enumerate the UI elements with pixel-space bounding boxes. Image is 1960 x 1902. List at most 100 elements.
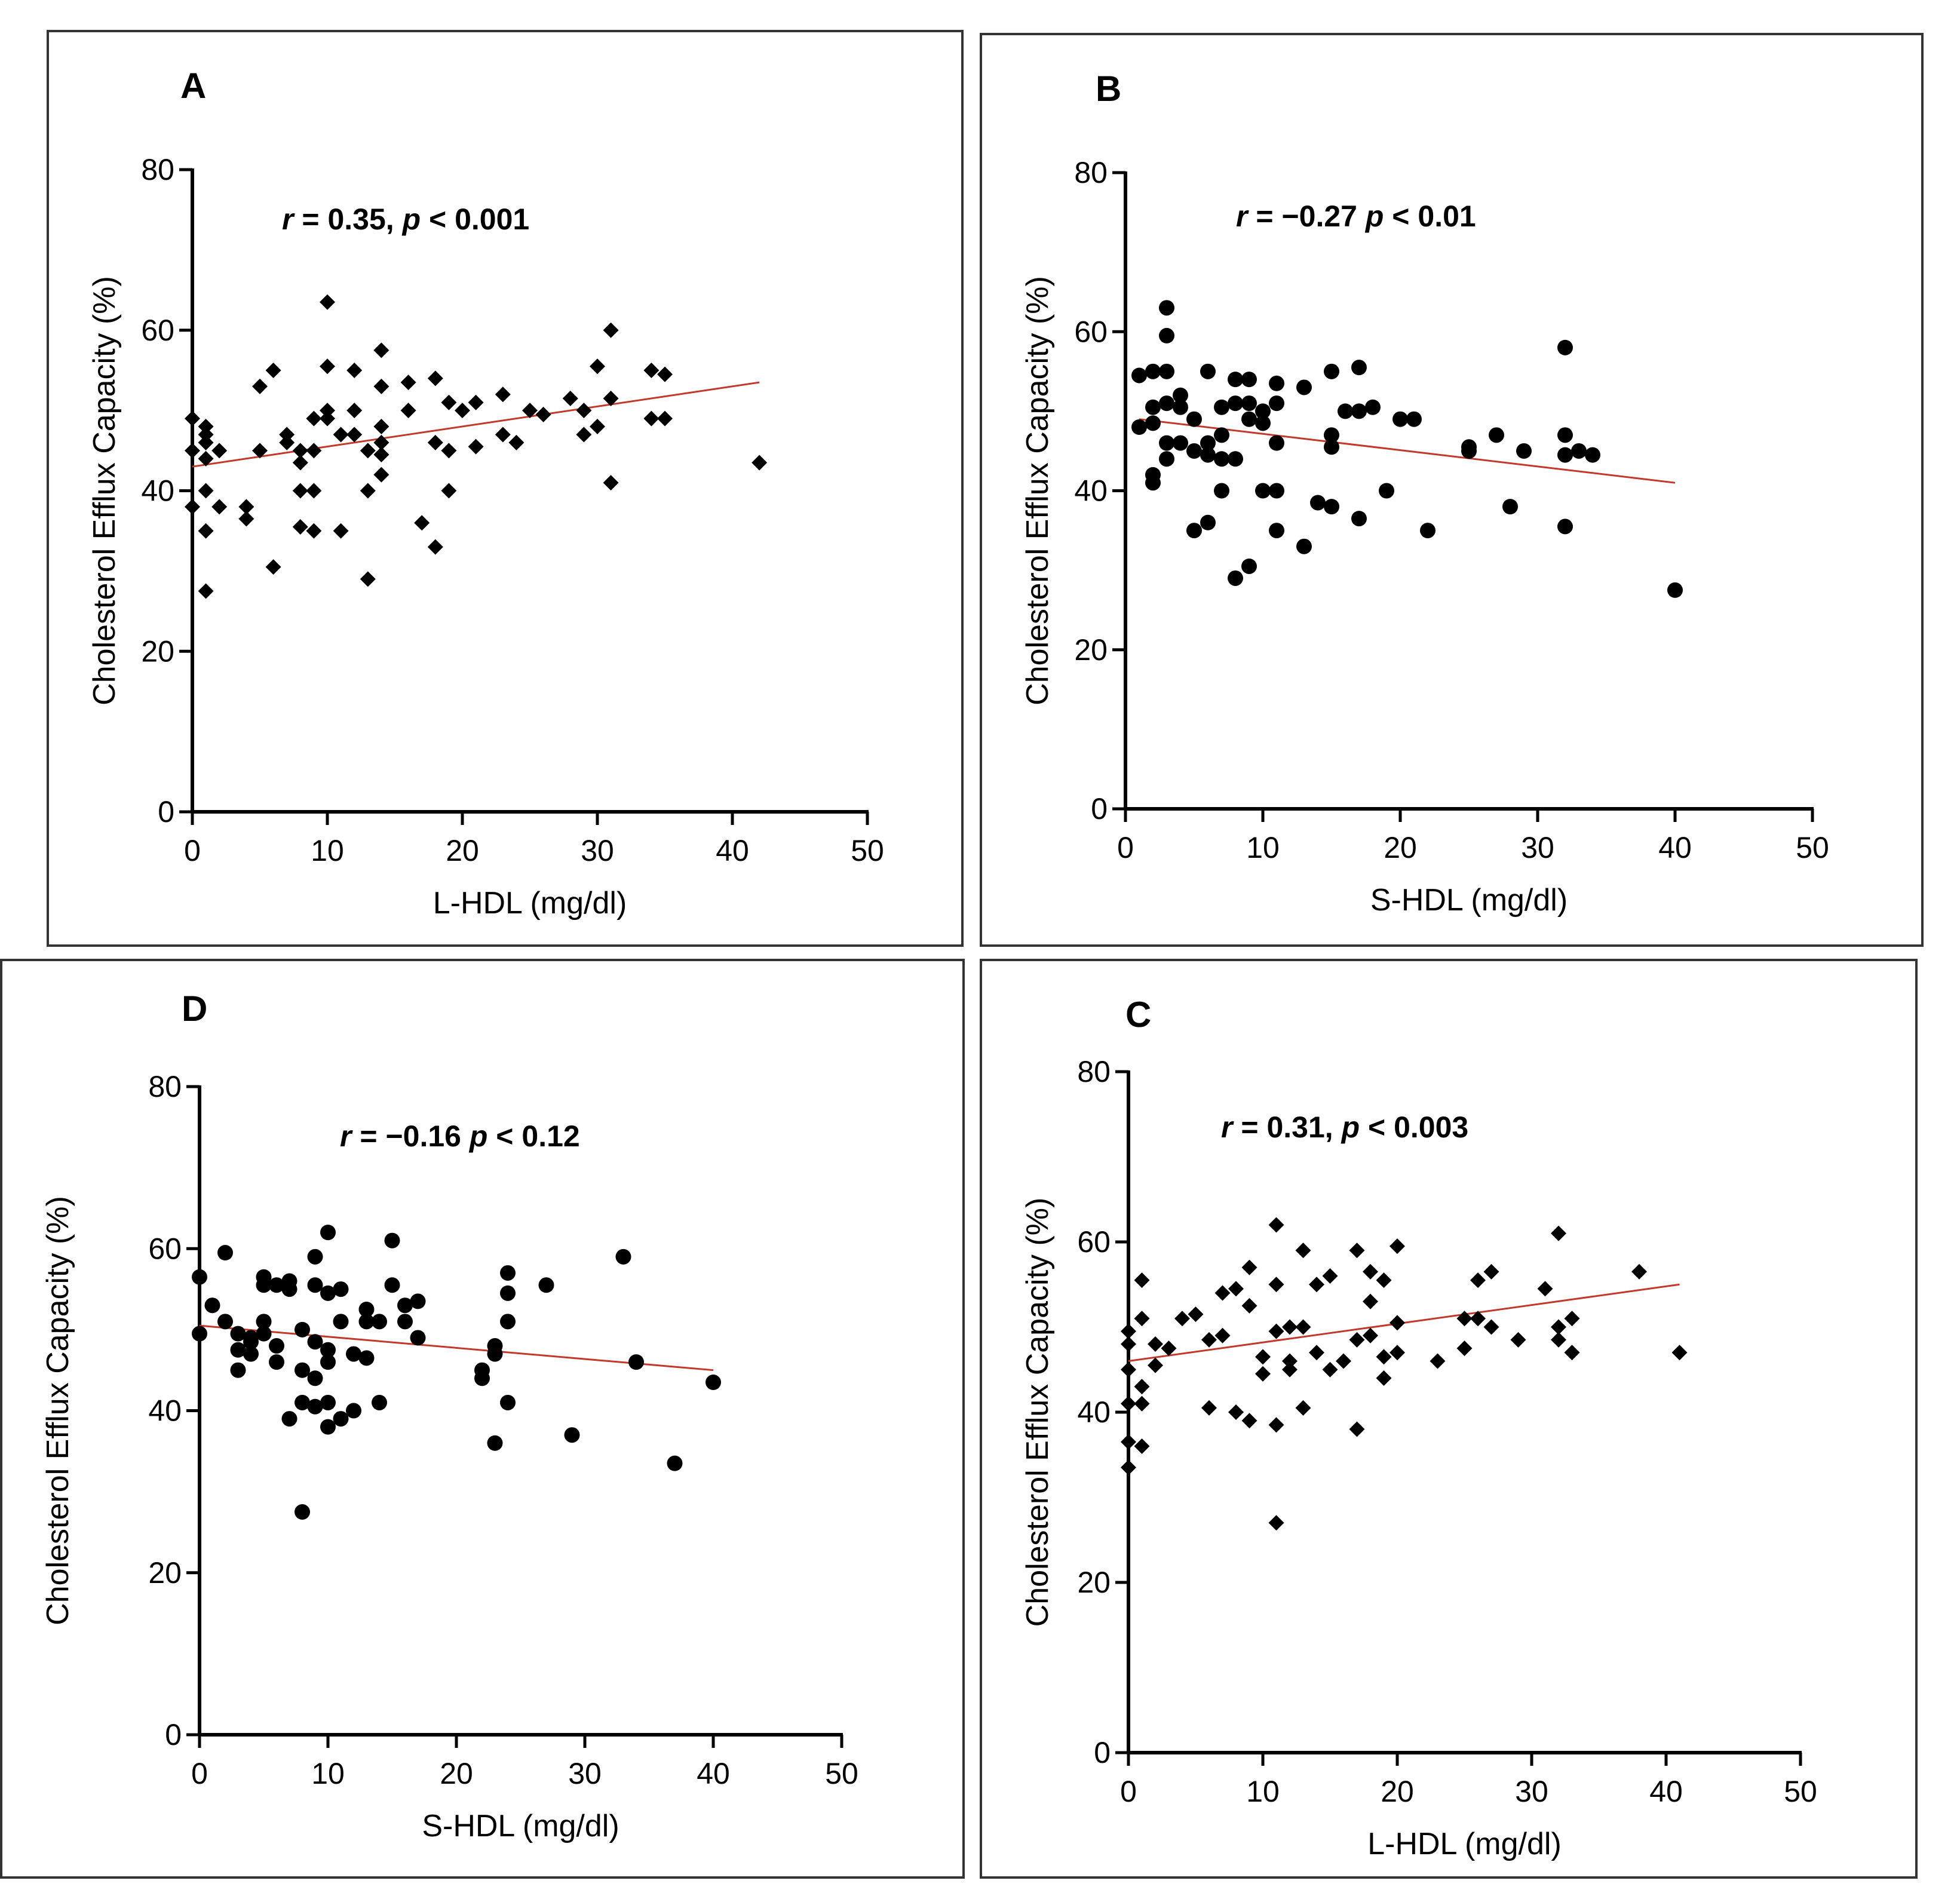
data-point bbox=[487, 1346, 503, 1362]
y-tick-label: 80 bbox=[1074, 156, 1108, 189]
data-point bbox=[185, 443, 200, 459]
y-axis-title: Cholesterol Efflux Capacity (%) bbox=[1020, 276, 1055, 705]
data-point bbox=[1282, 1353, 1298, 1369]
data-point bbox=[384, 1277, 400, 1293]
data-point bbox=[256, 1326, 272, 1342]
x-tick-label: 40 bbox=[1658, 831, 1692, 864]
data-point bbox=[410, 1330, 426, 1346]
data-point bbox=[500, 1314, 516, 1330]
data-point bbox=[320, 1354, 336, 1370]
data-point bbox=[333, 427, 349, 443]
data-point bbox=[508, 434, 524, 450]
data-point bbox=[373, 342, 389, 358]
y-tick-label: 40 bbox=[148, 1394, 182, 1428]
data-point bbox=[306, 483, 322, 499]
data-point bbox=[281, 1281, 297, 1297]
data-point bbox=[333, 1281, 349, 1297]
data-point bbox=[358, 1350, 375, 1366]
data-point bbox=[333, 523, 349, 539]
data-point bbox=[1173, 435, 1188, 451]
data-point bbox=[295, 1321, 310, 1337]
data-point bbox=[211, 499, 228, 515]
data-point bbox=[603, 475, 619, 491]
data-point bbox=[1282, 1319, 1298, 1335]
data-point bbox=[1201, 1332, 1217, 1348]
data-point bbox=[1363, 1293, 1378, 1309]
data-point bbox=[1121, 1361, 1136, 1378]
data-point bbox=[265, 362, 281, 378]
x-tick-label: 40 bbox=[716, 834, 749, 867]
data-point bbox=[292, 443, 308, 459]
data-point bbox=[1159, 435, 1174, 451]
y-tick-label: 60 bbox=[1074, 315, 1108, 348]
x-tick-label: 0 bbox=[184, 834, 201, 867]
panel-letter: A bbox=[180, 66, 206, 106]
data-point bbox=[1173, 399, 1188, 415]
data-point bbox=[281, 1411, 297, 1427]
data-point bbox=[441, 394, 457, 410]
data-point bbox=[1324, 439, 1339, 455]
data-point bbox=[320, 1225, 336, 1241]
data-point bbox=[1121, 1323, 1136, 1339]
data-point bbox=[1159, 451, 1174, 467]
data-point bbox=[1351, 403, 1367, 419]
data-point bbox=[1159, 363, 1174, 379]
data-point bbox=[1269, 395, 1284, 412]
data-point bbox=[307, 1277, 323, 1293]
data-point bbox=[1671, 1345, 1688, 1361]
data-point bbox=[1376, 1272, 1392, 1289]
data-point bbox=[1324, 427, 1339, 443]
data-point bbox=[1255, 1349, 1271, 1365]
data-point bbox=[307, 1398, 323, 1415]
data-point bbox=[414, 515, 430, 531]
data-point bbox=[295, 1504, 310, 1520]
data-point bbox=[360, 443, 376, 459]
data-point bbox=[1322, 1361, 1338, 1378]
data-point bbox=[1551, 1225, 1566, 1241]
x-tick-label: 20 bbox=[440, 1757, 473, 1790]
x-tick-label: 20 bbox=[446, 834, 479, 867]
data-point bbox=[441, 443, 457, 459]
data-point bbox=[346, 403, 363, 419]
data-point bbox=[1214, 483, 1229, 499]
x-tick-label: 10 bbox=[311, 834, 344, 867]
x-tick-label: 30 bbox=[581, 834, 614, 867]
data-point bbox=[1200, 435, 1216, 451]
data-point bbox=[1241, 1259, 1257, 1275]
data-point bbox=[1376, 1370, 1392, 1386]
data-point bbox=[306, 523, 322, 539]
data-point bbox=[1667, 582, 1683, 598]
data-point bbox=[455, 403, 470, 419]
data-point bbox=[628, 1354, 644, 1370]
data-point bbox=[198, 434, 214, 450]
data-point bbox=[538, 1277, 554, 1293]
x-tick-label: 30 bbox=[1515, 1775, 1548, 1808]
panel-letter: C bbox=[1125, 995, 1151, 1035]
data-point bbox=[562, 390, 578, 406]
y-tick-label: 60 bbox=[141, 314, 174, 347]
correlation-stat: r = −0.16 p < 0.12 bbox=[340, 1119, 580, 1153]
data-point bbox=[320, 403, 335, 419]
data-point bbox=[1269, 483, 1284, 499]
data-point bbox=[372, 1314, 387, 1330]
data-point bbox=[373, 419, 389, 434]
x-axis-title: L-HDL (mg/dl) bbox=[433, 886, 627, 921]
data-point bbox=[1537, 1281, 1553, 1297]
data-point bbox=[1134, 1379, 1150, 1395]
data-point bbox=[1324, 499, 1339, 515]
data-point bbox=[1200, 447, 1216, 463]
y-tick-label: 80 bbox=[1077, 1055, 1111, 1088]
data-point bbox=[1483, 1263, 1499, 1280]
y-tick-label: 0 bbox=[158, 795, 174, 829]
data-point bbox=[603, 390, 619, 406]
data-point bbox=[500, 1265, 516, 1281]
regression-line bbox=[199, 1324, 714, 1372]
data-point bbox=[243, 1334, 259, 1350]
data-point bbox=[1186, 411, 1202, 427]
data-point bbox=[487, 1435, 503, 1451]
data-point bbox=[1134, 1438, 1150, 1454]
data-point bbox=[400, 375, 416, 391]
